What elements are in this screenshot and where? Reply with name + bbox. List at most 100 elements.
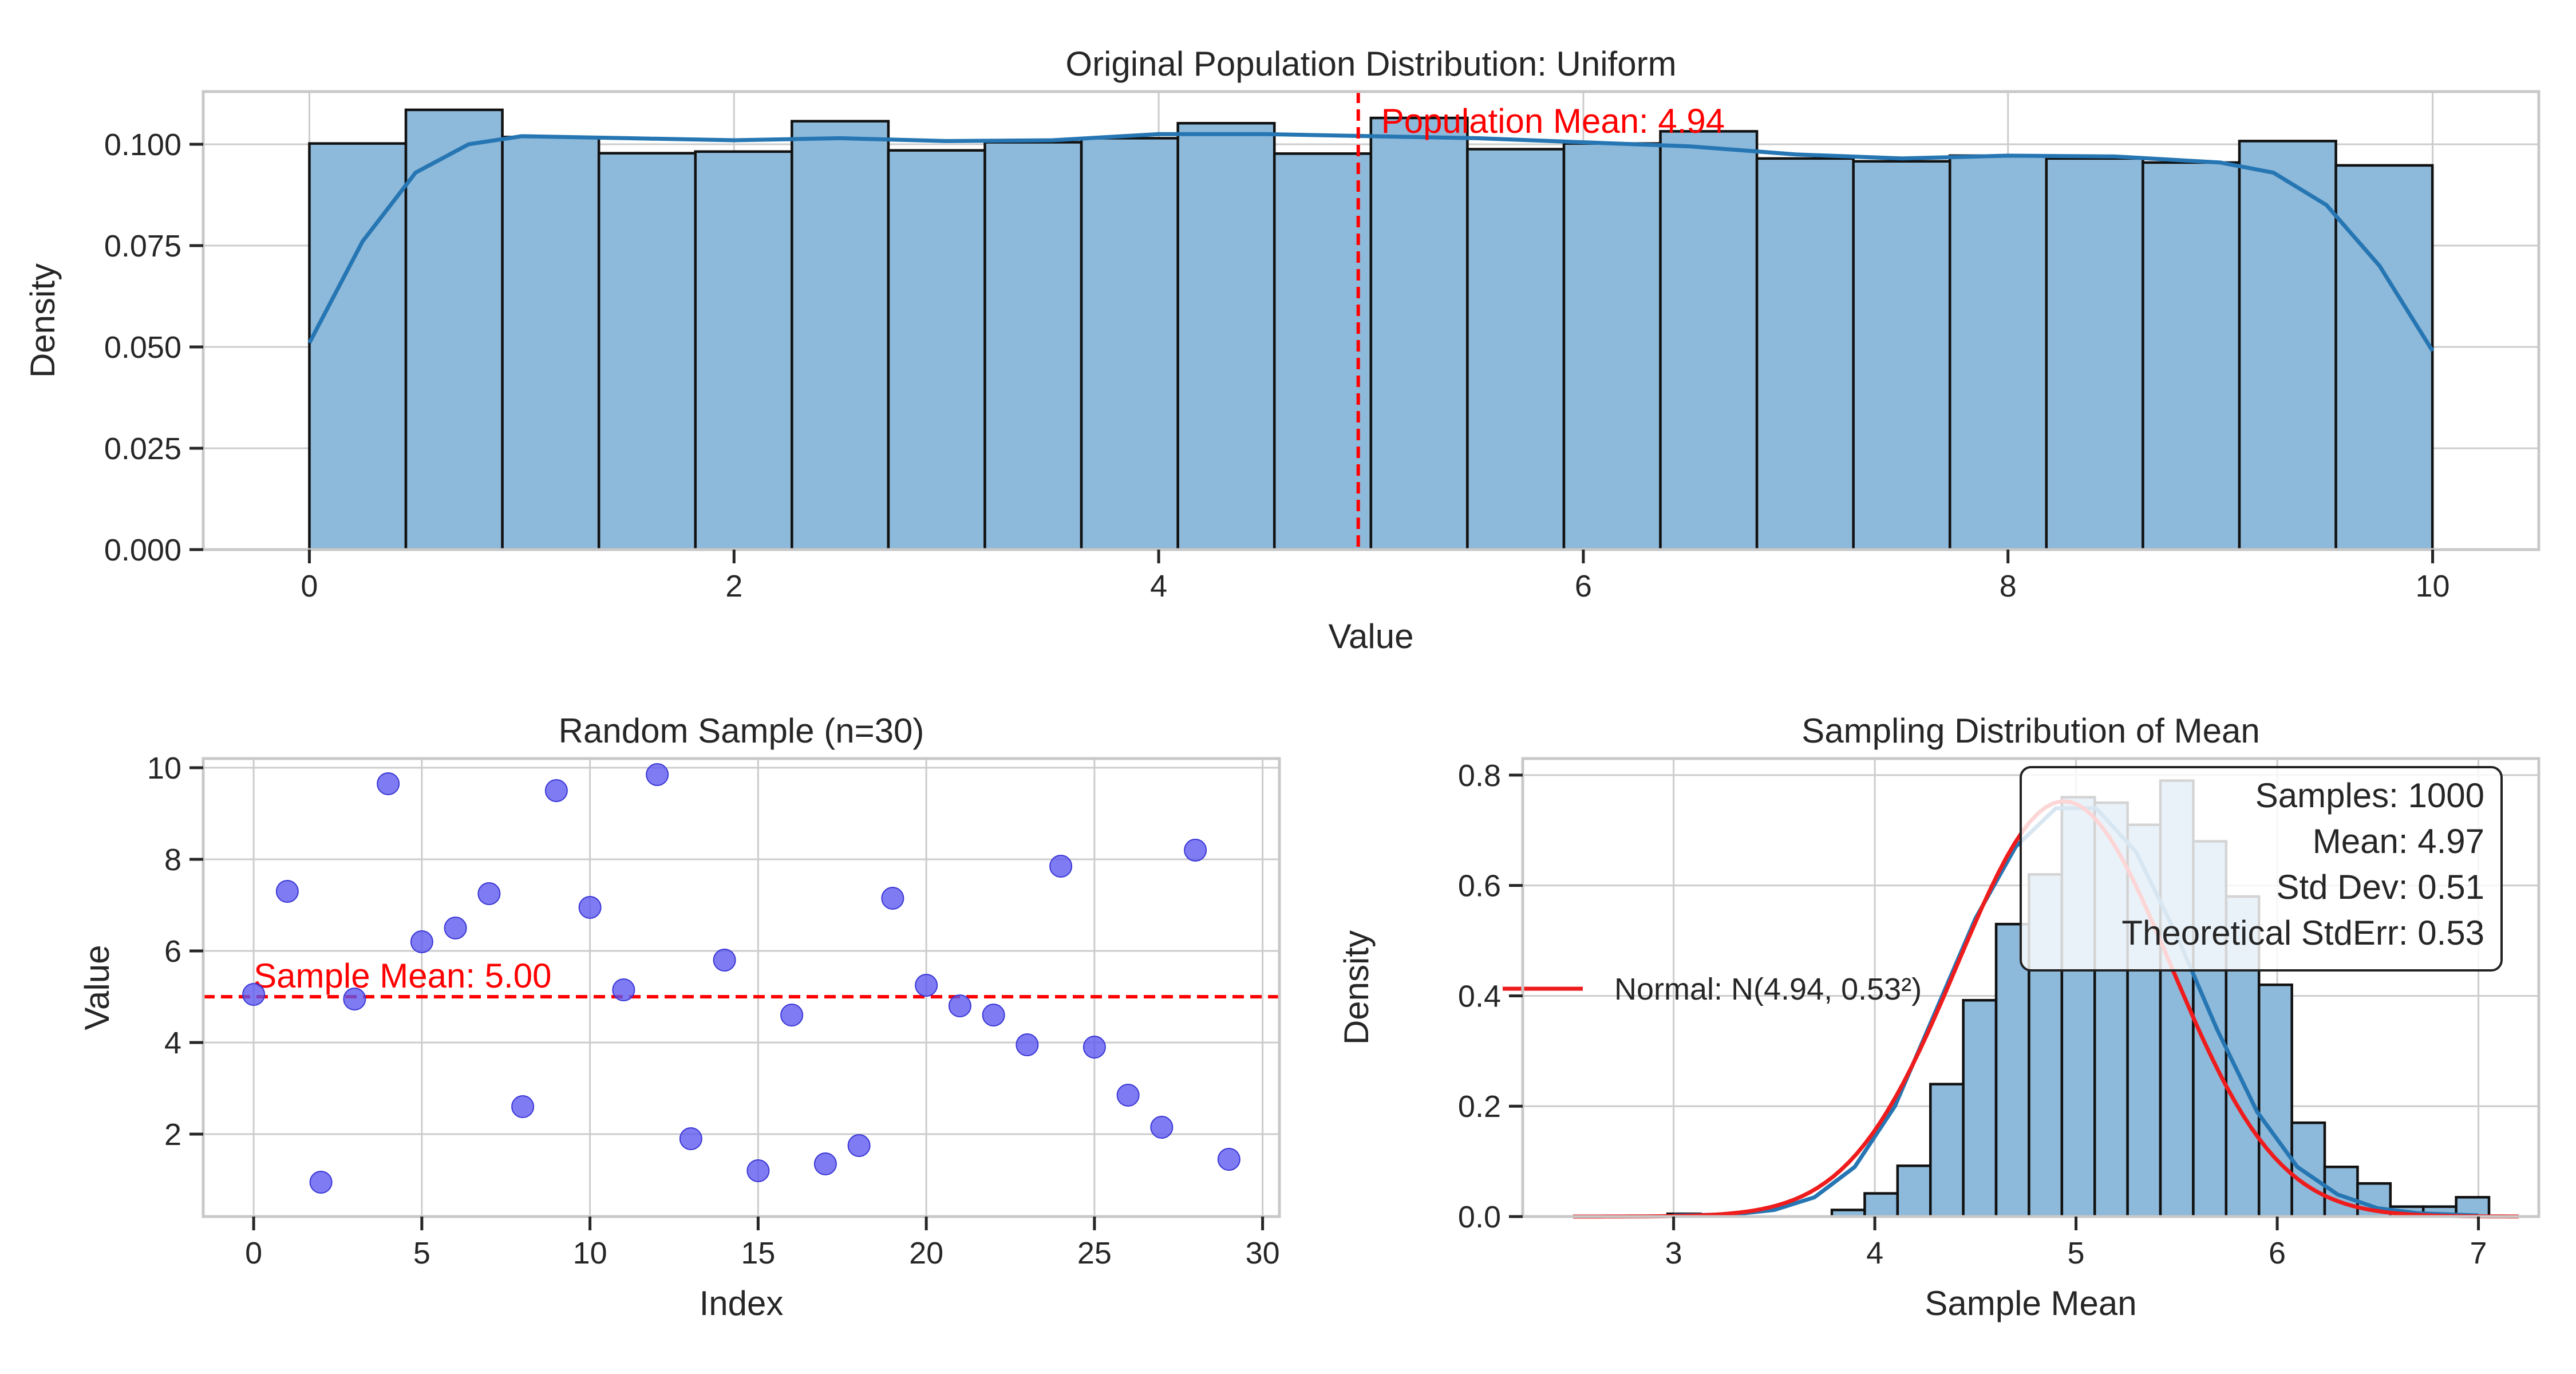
population-histogram-panel: Population Mean: 4.94 0 2 4 6 8 10 0.000 0.025 0.… xyxy=(23,45,2541,656)
y-axis-label: Density xyxy=(23,263,62,378)
y-tick-label: 8 xyxy=(164,843,181,877)
histogram-bar xyxy=(1852,160,1951,551)
sampling-histogram-bar xyxy=(1994,922,2030,1218)
sample-point xyxy=(813,1152,837,1175)
y-tick-label: 10 xyxy=(147,751,181,785)
sampling-histogram-bar xyxy=(2257,983,2293,1218)
sampling-histogram-bar xyxy=(1896,1164,1932,1218)
random-sample-scatter-panel: Sample Mean: 5.00 0 5 10 15 20 25 30 2 4 6 8 10 Rando… xyxy=(78,712,1281,1322)
histogram-bar xyxy=(1562,142,1662,551)
sample-point xyxy=(242,983,266,1006)
plot-frame xyxy=(202,90,2541,551)
sample-point xyxy=(780,1004,804,1026)
y-tick-label: 0.0 xyxy=(1458,1200,1501,1234)
y-tick-label: 0.075 xyxy=(104,229,181,263)
histogram-bar xyxy=(1369,116,1469,551)
sample-point xyxy=(915,974,938,997)
sample-point xyxy=(1082,1036,1106,1059)
histogram-bar xyxy=(1466,148,1566,551)
sampling-histogram-bar xyxy=(2323,1166,2359,1218)
sample-point xyxy=(343,988,366,1010)
x-tick-label: 4 xyxy=(1150,569,1167,603)
sample-point xyxy=(982,1004,1005,1026)
x-tick-label: 7 xyxy=(2470,1236,2487,1270)
x-tick-label: 10 xyxy=(573,1236,607,1270)
chart-title: Random Sample (n=30) xyxy=(559,712,924,750)
sample-point xyxy=(1150,1116,1174,1139)
sample-point xyxy=(881,887,904,910)
kde-curve xyxy=(307,132,2435,352)
histogram-bar xyxy=(694,150,793,551)
sample-point xyxy=(477,882,501,905)
histogram-bar xyxy=(2334,164,2434,551)
x-axis-label: Sample Mean xyxy=(1925,1284,2136,1322)
y-tick-label: 0.6 xyxy=(1458,869,1501,903)
x-tick-label: 8 xyxy=(2000,569,2017,603)
plot-background xyxy=(203,759,1279,1217)
sample-point xyxy=(679,1127,702,1150)
sample-mean-label: Sample Mean: 5.00 xyxy=(254,957,551,995)
x-tick-label: 25 xyxy=(1077,1236,1112,1270)
histogram-bar xyxy=(791,120,890,551)
stats-box xyxy=(2020,766,2503,972)
histogram-bar xyxy=(1273,152,1373,551)
sampling-histogram-bar xyxy=(1929,1083,1965,1218)
y-tick-label: 6 xyxy=(164,934,181,969)
legend-normal-label: Normal: N(4.94, 0.53²) xyxy=(1614,972,1922,1006)
sample-point xyxy=(377,772,400,795)
histogram-bar xyxy=(1949,154,2048,551)
x-tick-label: 15 xyxy=(741,1236,775,1270)
x-tick-label: 30 xyxy=(1246,1236,1280,1270)
y-tick-label: 0.025 xyxy=(104,432,181,466)
y-tick-label: 2 xyxy=(164,1118,181,1152)
sample-point xyxy=(948,994,971,1017)
sampling-histogram-bar xyxy=(2290,1121,2326,1218)
histogram-bar xyxy=(1080,137,1179,551)
y-tick-label: 0.2 xyxy=(1458,1089,1501,1124)
sample-point xyxy=(646,763,669,786)
sample-point xyxy=(544,779,568,802)
plot-frame xyxy=(1521,757,2541,1218)
y-tick-label: 0.4 xyxy=(1458,979,1501,1013)
y-axis-label: Density xyxy=(1337,930,1376,1045)
population-mean-label: Population Mean: 4.94 xyxy=(1381,102,1725,140)
sample-point xyxy=(578,896,602,919)
y-tick-label: 0.050 xyxy=(104,330,181,365)
sample-point xyxy=(612,978,635,1001)
sample-point xyxy=(713,949,736,972)
histogram-bar xyxy=(404,108,504,551)
sample-point xyxy=(1049,855,1073,878)
histogram-bar xyxy=(1755,157,1855,551)
histogram-bar xyxy=(2045,157,2144,551)
x-tick-label: 10 xyxy=(2416,569,2450,603)
chart-title: Sampling Distribution of Mean xyxy=(1801,712,2259,750)
histogram-bar xyxy=(501,136,600,551)
x-tick-label: 6 xyxy=(1575,569,1592,603)
x-axis-label: Index xyxy=(700,1284,784,1322)
x-tick-label: 4 xyxy=(1866,1236,1883,1270)
y-tick-label: 0.100 xyxy=(104,128,181,162)
stats-line: Samples: 1000 xyxy=(2255,776,2484,815)
histogram-bar xyxy=(597,152,697,551)
histogram-bar xyxy=(887,149,986,551)
x-tick-label: 6 xyxy=(2269,1236,2286,1270)
sample-point xyxy=(410,930,433,953)
x-axis-label: Value xyxy=(1328,617,1413,656)
x-tick-label: 2 xyxy=(725,569,742,603)
sample-point xyxy=(1217,1148,1240,1171)
histogram-bar xyxy=(1176,121,1276,551)
sample-point xyxy=(847,1134,871,1157)
sample-point xyxy=(444,917,467,939)
y-tick-label: 0.000 xyxy=(104,533,181,567)
sample-point xyxy=(746,1159,770,1182)
x-tick-label: 0 xyxy=(245,1236,262,1270)
chart-title: Original Population Distribution: Unifor… xyxy=(1065,45,1676,83)
x-tick-label: 5 xyxy=(413,1236,430,1270)
x-tick-label: 3 xyxy=(1665,1236,1682,1270)
plot-frame xyxy=(202,757,1281,1218)
x-tick-label: 0 xyxy=(301,569,318,603)
y-tick-label: 4 xyxy=(164,1026,181,1060)
y-tick-label: 0.8 xyxy=(1458,759,1501,793)
sample-point xyxy=(309,1171,333,1194)
